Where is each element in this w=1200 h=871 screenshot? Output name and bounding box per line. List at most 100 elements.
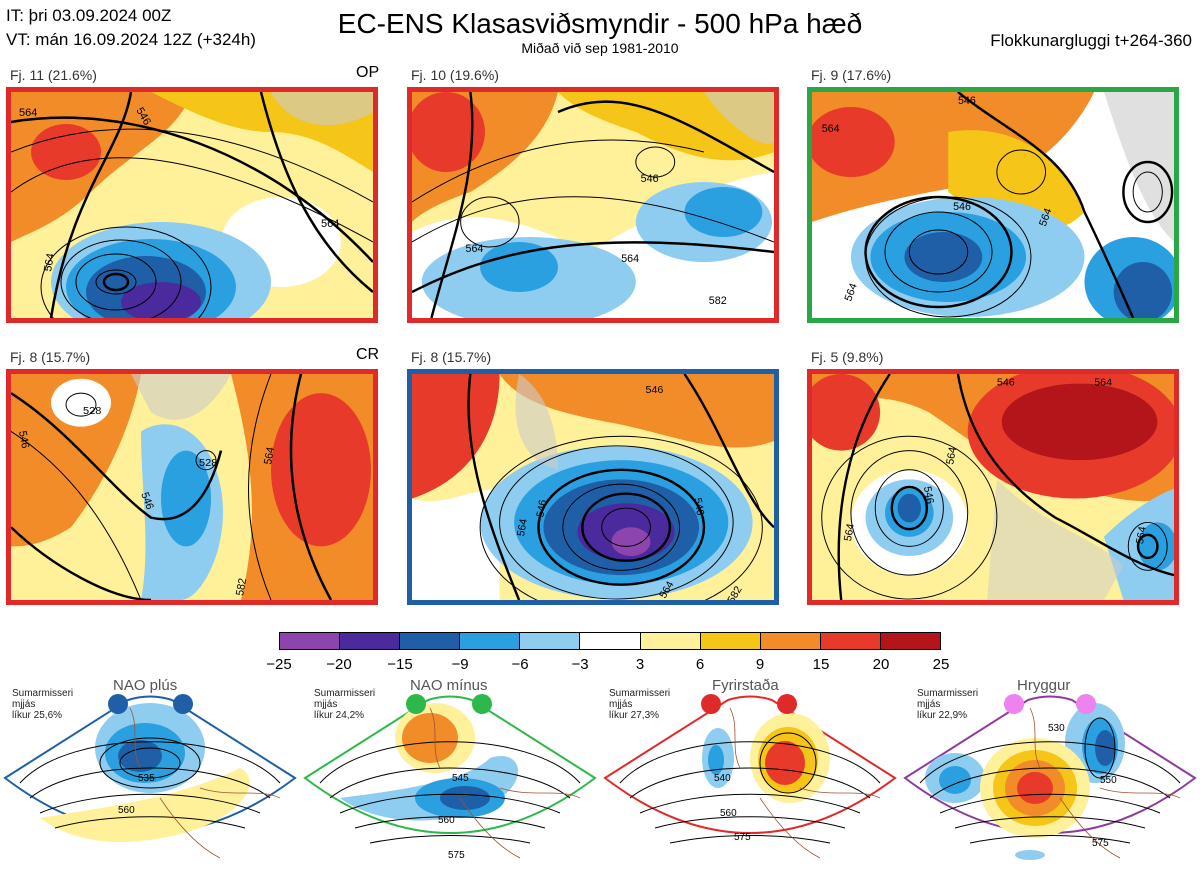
svg-text:564: 564 xyxy=(466,243,484,255)
svg-text:535: 535 xyxy=(138,773,155,784)
colorbar-segment xyxy=(820,633,881,649)
regime-2-title: NAO mínus xyxy=(410,677,488,694)
regime-1-probability: líkur 25,6% xyxy=(12,710,63,721)
colorbar-segment xyxy=(700,633,761,649)
colorbar-segment xyxy=(880,633,941,649)
svg-text:546: 546 xyxy=(641,173,659,185)
svg-text:540: 540 xyxy=(714,773,731,784)
svg-text:564: 564 xyxy=(19,107,37,119)
regime-4-probability: líkur 22,9% xyxy=(917,710,968,721)
svg-text:575: 575 xyxy=(734,832,751,843)
svg-text:546: 546 xyxy=(16,430,31,449)
regime-4-months: mjjás xyxy=(917,699,941,710)
cluster-5-map: 546 546 564 546 564 582 xyxy=(407,369,779,605)
regime-2-months: mjjás xyxy=(314,699,338,710)
colorbar-tick: 6 xyxy=(695,656,705,673)
regime-3-probability: líkur 27,3% xyxy=(609,710,660,721)
regime-1-months: mjjás xyxy=(12,699,36,710)
svg-text:564: 564 xyxy=(1094,377,1112,389)
colorbar-tick: 25 xyxy=(932,656,950,673)
regime-2-probability: líkur 24,2% xyxy=(314,710,365,721)
cluster-1-tag: OP xyxy=(356,64,380,81)
colorbar xyxy=(279,632,941,650)
cluster-4-map: 546 528 528 546 564 582 xyxy=(6,369,378,605)
colorbar-segment xyxy=(280,633,341,649)
regime-2-dot xyxy=(406,694,426,714)
svg-text:550: 550 xyxy=(1100,775,1117,786)
cluster-3-label: Fj. 9 (17.6%) xyxy=(811,67,892,83)
colorbar-tick: 20 xyxy=(872,656,890,673)
cluster-6-label: Fj. 5 (9.8%) xyxy=(811,349,884,365)
classification-window: Flokkunargluggi t+264-360 xyxy=(990,31,1192,50)
svg-text:546: 546 xyxy=(953,201,971,213)
cluster-2-map: 564 546 564 582 582 xyxy=(407,87,779,323)
svg-text:564: 564 xyxy=(842,523,857,542)
initial-time: IT: þri 03.09.2024 00Z xyxy=(6,6,172,25)
svg-text:564: 564 xyxy=(822,123,840,135)
page-subtitle: Miðað við sep 1981-2010 xyxy=(521,40,679,56)
regime-4-season: Sumarmisseri xyxy=(917,688,979,699)
colorbar-tick: 3 xyxy=(635,656,645,673)
colorbar-tick: −9 xyxy=(451,656,469,673)
svg-text:546: 546 xyxy=(958,95,976,107)
svg-text:546: 546 xyxy=(646,384,664,396)
cluster-1-label: Fj. 11 (21.6%) xyxy=(10,67,97,83)
colorbar-tick: 15 xyxy=(812,656,830,673)
cluster-4-label: Fj. 8 (15.7%) xyxy=(10,349,91,365)
regime-3-season: Sumarmisseri xyxy=(609,688,671,699)
cluster-1-map: 564 546 564 564 xyxy=(6,87,378,323)
page-title: EC-ENS Klasasviðsmyndir - 500 hPa hæð xyxy=(337,8,863,39)
colorbar-segment xyxy=(400,633,461,649)
regime-1-title: NAO plús xyxy=(113,677,178,694)
colorbar-tick: −3 xyxy=(571,656,589,673)
regime-2-map: 545 560 575 xyxy=(303,695,597,861)
regime-3-dot xyxy=(701,694,721,714)
regime-1-map: 535 560 xyxy=(3,695,297,859)
regime-3-title: Fyrirstaða xyxy=(712,677,779,694)
cluster-5-label: Fj. 8 (15.7%) xyxy=(411,349,492,365)
regime-3-dot xyxy=(777,694,797,714)
colorbar-tick: 9 xyxy=(755,656,765,673)
regime-4-title: Hryggur xyxy=(1017,677,1071,694)
svg-text:564: 564 xyxy=(843,282,860,303)
colorbar-segment xyxy=(580,633,641,649)
svg-text:546: 546 xyxy=(921,485,936,504)
regime-2-dot xyxy=(472,694,492,714)
svg-text:564: 564 xyxy=(515,518,530,537)
svg-text:528: 528 xyxy=(199,457,217,469)
svg-text:582: 582 xyxy=(234,577,249,596)
svg-text:564: 564 xyxy=(1134,526,1149,545)
cluster-2-label: Fj. 10 (19.6%) xyxy=(411,67,499,83)
svg-text:564: 564 xyxy=(621,253,639,265)
colorbar-tick: −6 xyxy=(511,656,529,673)
cluster-3-map: 546 564 546 564 564 xyxy=(807,87,1179,323)
svg-text:560: 560 xyxy=(118,805,135,816)
svg-text:560: 560 xyxy=(438,815,455,826)
svg-text:575: 575 xyxy=(1092,838,1109,849)
colorbar-segment xyxy=(340,633,401,649)
regime-3-months: mjjás xyxy=(609,699,633,710)
svg-text:546: 546 xyxy=(691,497,706,516)
svg-text:575: 575 xyxy=(448,850,465,861)
svg-text:528: 528 xyxy=(83,405,101,417)
regime-4-dot xyxy=(1076,694,1096,714)
colorbar-tick: −20 xyxy=(326,656,352,673)
colorbar-tick: −25 xyxy=(266,656,292,673)
regime-4-dot xyxy=(1004,694,1024,714)
regime-4-map: 530 550 575 xyxy=(903,695,1197,860)
regime-3-map: 540 560 575 xyxy=(603,695,897,859)
valid-time: VT: mán 16.09.2024 12Z (+324h) xyxy=(6,30,256,49)
cluster-6-map: 546 564 564 546 564 564 xyxy=(807,369,1179,605)
svg-text:582: 582 xyxy=(709,295,727,307)
svg-text:564: 564 xyxy=(262,446,277,465)
svg-text:546: 546 xyxy=(534,499,549,518)
colorbar-tick: −15 xyxy=(387,656,413,673)
colorbar-segment xyxy=(640,633,701,649)
regime-1-dot xyxy=(108,694,128,714)
svg-text:564: 564 xyxy=(42,252,57,272)
colorbar-segment xyxy=(520,633,581,649)
regime-1-dot xyxy=(173,694,193,714)
svg-text:530: 530 xyxy=(1048,723,1065,734)
regime-1-season: Sumarmisseri xyxy=(12,688,74,699)
cluster-4-tag: CR xyxy=(356,346,380,363)
